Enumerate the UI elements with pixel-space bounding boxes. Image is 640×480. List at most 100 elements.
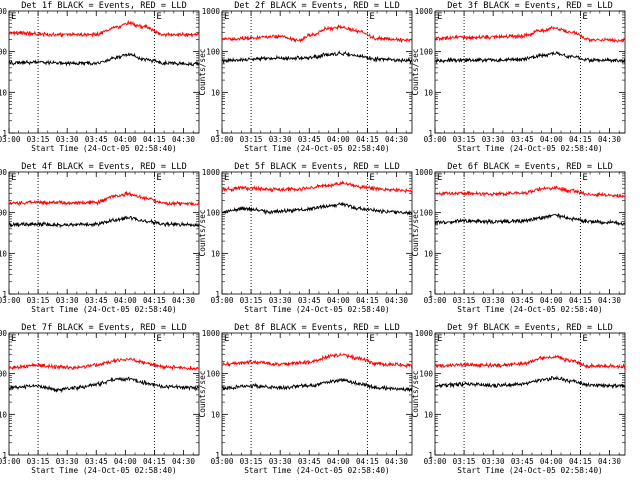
event-flag: E xyxy=(11,173,16,183)
y-tick-label: 1 xyxy=(428,290,433,299)
y-axis-label: Counts/sec xyxy=(198,48,207,95)
events-rate-line xyxy=(8,376,200,394)
x-tick-label: 04:00 xyxy=(327,135,350,144)
events-rate-line xyxy=(8,215,200,229)
y-tick-label: 1 xyxy=(2,290,7,299)
y-tick-label: 100 xyxy=(0,370,7,379)
plot-frame xyxy=(221,171,413,295)
y-axis-label: Counts/sec xyxy=(198,209,207,256)
x-tick-label: 03:45 xyxy=(511,135,534,144)
panel-title: Det 2f BLACK = Events, RED = LLD xyxy=(234,1,400,11)
x-tick-label: 03:15 xyxy=(240,135,263,144)
x-tick-label: 03:45 xyxy=(85,457,108,466)
x-tick-label: 04:00 xyxy=(114,457,137,466)
plot-frame xyxy=(221,332,413,456)
x-tick-label: 03:30 xyxy=(269,135,292,144)
y-tick-label: 1000 xyxy=(0,7,7,16)
lld-rate-line xyxy=(8,190,200,207)
y-axis-label: Counts/sec xyxy=(411,48,420,95)
x-axis-label: Start Time (24-Oct-05 02:58:40) xyxy=(457,144,603,153)
plot-frame xyxy=(8,171,200,295)
x-tick-label: 03:30 xyxy=(269,457,292,466)
x-axis-label: Start Time (24-Oct-05 02:58:40) xyxy=(31,466,177,475)
x-tick-label: 04:30 xyxy=(598,457,621,466)
plot-frame xyxy=(434,10,626,134)
y-tick-label: 100 xyxy=(206,370,220,379)
detector-panel-3: Det 3f BLACK = Events, RED = LLD 1 10 100 10… xyxy=(411,1,626,153)
x-tick-label: 04:15 xyxy=(356,135,379,144)
events-rate-line xyxy=(221,201,413,216)
y-axis-label: Counts/sec xyxy=(198,370,207,417)
y-tick-label: 1 xyxy=(215,451,220,460)
x-tick-label: 04:15 xyxy=(143,296,166,305)
x-tick-label: 04:00 xyxy=(114,296,137,305)
y-tick-label: 1 xyxy=(215,129,220,138)
event-flag: E xyxy=(224,173,229,183)
detector-panel-1: Det 1f BLACK = Events, RED = LLD 1 10 100 10… xyxy=(0,1,200,153)
x-tick-label: 03:00 xyxy=(424,457,447,466)
event-flag: E xyxy=(369,173,374,183)
event-flag: E xyxy=(582,334,587,344)
event-flag: E xyxy=(156,334,161,344)
plot-frame xyxy=(221,10,413,134)
x-tick-label: 04:00 xyxy=(327,457,350,466)
y-tick-label: 1000 xyxy=(0,329,7,338)
panel-title: Det 9f BLACK = Events, RED = LLD xyxy=(447,323,613,333)
panel-title: Det 7f BLACK = Events, RED = LLD xyxy=(21,323,187,333)
detector-panel-9: Det 9f BLACK = Events, RED = LLD 1 10 100 10… xyxy=(411,323,626,475)
event-flag: E xyxy=(582,12,587,22)
x-tick-label: 04:30 xyxy=(385,296,408,305)
y-tick-label: 1 xyxy=(2,451,7,460)
event-flag: E xyxy=(224,12,229,22)
event-flag: E xyxy=(156,12,161,22)
x-tick-label: 03:30 xyxy=(482,135,505,144)
x-axis-label: Start Time (24-Oct-05 02:58:40) xyxy=(457,466,603,475)
y-tick-label: 100 xyxy=(419,48,433,57)
detector-panel-6: Det 6f BLACK = Events, RED = LLD 1 10 100 10… xyxy=(411,162,626,314)
y-tick-label: 10 xyxy=(211,410,221,419)
x-tick-label: 04:15 xyxy=(143,457,166,466)
x-tick-label: 03:45 xyxy=(298,296,321,305)
x-tick-label: 04:00 xyxy=(540,296,563,305)
panel-title: Det 1f BLACK = Events, RED = LLD xyxy=(21,1,187,11)
event-flag: E xyxy=(369,12,374,22)
x-tick-label: 03:15 xyxy=(453,457,476,466)
event-flag: E xyxy=(11,334,16,344)
event-flag: E xyxy=(437,334,442,344)
x-tick-label: 03:30 xyxy=(56,135,79,144)
lld-rate-line xyxy=(221,352,413,369)
event-flag: E xyxy=(11,12,16,22)
x-tick-label: 04:30 xyxy=(385,135,408,144)
x-tick-label: 03:15 xyxy=(453,135,476,144)
x-tick-label: 03:00 xyxy=(424,135,447,144)
x-tick-label: 03:45 xyxy=(85,135,108,144)
lld-rate-line xyxy=(8,357,200,371)
y-tick-label: 1 xyxy=(215,290,220,299)
x-tick-label: 04:15 xyxy=(143,135,166,144)
x-tick-label: 04:15 xyxy=(569,135,592,144)
y-tick-label: 1 xyxy=(2,129,7,138)
lld-rate-line xyxy=(8,19,200,38)
x-tick-label: 04:15 xyxy=(356,296,379,305)
x-tick-label: 03:15 xyxy=(27,457,50,466)
x-tick-label: 03:30 xyxy=(56,457,79,466)
x-tick-label: 04:30 xyxy=(172,457,195,466)
y-tick-label: 100 xyxy=(206,48,220,57)
lld-rate-line xyxy=(221,180,413,194)
y-axis-label: Counts/sec xyxy=(411,209,420,256)
y-tick-label: 1000 xyxy=(415,7,434,16)
x-tick-label: 03:00 xyxy=(0,135,21,144)
detector-panel-5: Det 5f BLACK = Events, RED = LLD 1 10 100 10… xyxy=(198,162,413,314)
x-axis-label: Start Time (24-Oct-05 02:58:40) xyxy=(457,305,603,314)
x-tick-label: 03:15 xyxy=(240,457,263,466)
y-tick-label: 10 xyxy=(0,249,7,258)
lld-rate-line xyxy=(221,24,413,44)
lld-rate-line xyxy=(434,185,626,198)
event-flag: E xyxy=(224,334,229,344)
y-tick-label: 10 xyxy=(424,410,434,419)
x-axis-label: Start Time (24-Oct-05 02:58:40) xyxy=(31,305,177,314)
detector-panel-7: Det 7f BLACK = Events, RED = LLD 1 10 100 10… xyxy=(0,323,200,475)
x-axis-label: Start Time (24-Oct-05 02:58:40) xyxy=(244,305,390,314)
x-tick-label: 04:00 xyxy=(327,296,350,305)
